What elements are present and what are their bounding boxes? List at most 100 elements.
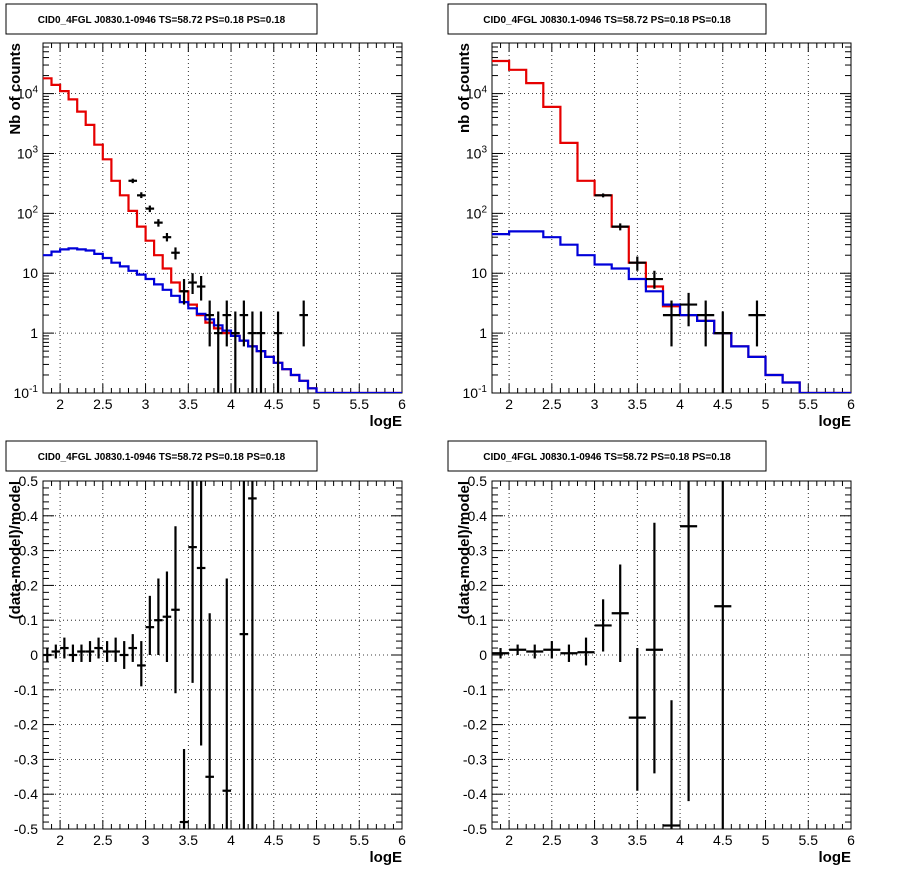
data-point [60,637,69,659]
y-tick-label: 10 [471,265,487,281]
plot-area [492,481,732,829]
data-point [680,292,698,327]
data-point [213,311,223,393]
x-tick-label: 5.5 [350,396,370,412]
data-point [137,641,146,687]
x-tick-label: 5 [762,396,770,412]
chart-panel-1: CID0_4FGL J0830.1-0946 TS=58.72 PS=0.18 … [5,3,406,430]
data-point [222,578,232,829]
chart-panel-3: CID0_4FGL J0830.1-0946 TS=58.72 PS=0.18 … [5,440,406,866]
x-tick-label: 4 [676,832,684,848]
plot-frame [42,480,403,830]
x-tick-label: 2 [505,396,513,412]
data-point [145,595,155,655]
y-tick-label: 1 [30,325,38,341]
x-tick-label: 4 [676,396,684,412]
y-tick-label: 10-1 [14,384,39,401]
x-tick-label: 6 [398,832,406,848]
y-tick-label: 103 [17,144,39,161]
data-point [714,311,732,393]
data-point [239,300,249,347]
y-tick-label: 0 [479,647,487,663]
y-tick-label: 0.4 [468,508,488,524]
y-tick-label: -0.5 [463,821,487,837]
chart-title: CID0_4FGL J0830.1-0946 TS=58.72 PS=0.18 … [38,452,286,463]
x-tick-label: 3.5 [628,832,648,848]
data-point [145,205,155,213]
x-tick-label: 3.5 [628,396,648,412]
chart-title: CID0_4FGL J0830.1-0946 TS=58.72 PS=0.18 … [38,15,286,26]
y-tick-label: 0 [30,647,38,663]
data-point [526,644,544,659]
data-point [128,178,138,184]
chart-panel-4: CID0_4FGL J0830.1-0946 TS=58.72 PS=0.18 … [447,440,855,866]
x-axis-label: logE [370,413,403,430]
y-tick-label: -0.4 [463,786,487,802]
y-tick-label: 104 [17,85,39,102]
data-point [111,637,120,662]
y-tick-label: 0.2 [468,577,488,593]
data-point [714,481,732,829]
data-point [509,644,527,655]
data-point [577,637,595,666]
y-axis-label: nb of counts [456,43,473,133]
title-box [5,440,318,472]
x-tick-label: 5 [313,396,321,412]
data-point [273,311,283,393]
data-point [594,599,612,652]
y-tick-label: 102 [17,204,39,221]
data-point [248,481,257,829]
x-tick-label: 2 [56,396,64,412]
x-tick-label: 5 [762,832,770,848]
x-tick-label: 3.5 [179,396,199,412]
x-tick-label: 2.5 [542,832,562,848]
x-tick-label: 5.5 [799,396,819,412]
data-point [196,481,206,746]
y-tick-label: 1 [479,325,487,341]
x-tick-label: 4.5 [713,832,733,848]
data-point [154,219,163,227]
x-tick-label: 2.5 [542,396,562,412]
data-point [299,300,308,347]
data-point [102,641,112,662]
y-tick-label: -0.3 [463,751,487,767]
x-tick-label: 5.5 [799,832,819,848]
data-point [196,275,206,301]
data-point [748,300,766,347]
plot-area [43,481,257,829]
data-point [94,637,103,659]
x-tick-label: 6 [847,396,855,412]
y-tick-label: 104 [466,85,488,102]
x-tick-label: 6 [847,832,855,848]
data-point [68,644,78,662]
data-point [188,481,197,683]
plot-area [43,77,402,393]
y-tick-label: -0.3 [14,751,38,767]
plot-frame [42,42,403,394]
y-tick-label: 103 [466,144,488,161]
x-tick-label: 3 [142,832,150,848]
y-tick-label: 10-1 [463,384,488,401]
data-point [205,300,214,347]
y-tick-label: -0.2 [14,717,38,733]
y-tick-label: -0.2 [463,717,487,733]
y-tick-label: -0.5 [14,821,38,837]
x-tick-label: 3 [142,396,150,412]
data-point [645,270,663,289]
y-tick-label: 0.2 [19,577,39,593]
x-tick-label: 6 [398,396,406,412]
x-tick-label: 3.5 [179,832,199,848]
y-tick-label: 0.1 [468,612,488,628]
model-background-line [43,247,402,393]
y-tick-label: -0.1 [14,682,38,698]
data-point [85,641,95,662]
data-point [162,571,172,662]
data-point [662,300,681,347]
data-point [492,648,510,659]
x-tick-label: 2.5 [93,832,113,848]
x-tick-label: 4.5 [713,396,733,412]
data-point [171,247,180,260]
chart-title: CID0_4FGL J0830.1-0946 TS=58.72 PS=0.18 … [483,15,731,26]
x-tick-label: 4.5 [264,396,284,412]
